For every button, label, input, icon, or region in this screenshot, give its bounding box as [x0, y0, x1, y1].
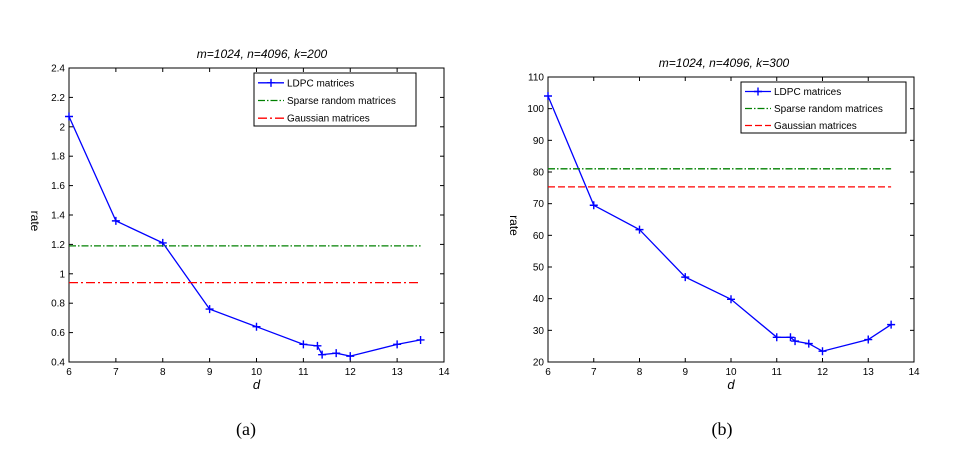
- x-axis-label: d: [727, 377, 735, 392]
- y-tick-label: 1.2: [51, 240, 65, 251]
- data-point: [589, 201, 598, 210]
- legend-entry: Sparse random matrices: [774, 104, 883, 115]
- data-point: [346, 352, 355, 361]
- x-tick-label: 7: [113, 367, 119, 378]
- x-tick-label: 14: [908, 367, 920, 378]
- y-tick-label: 1.8: [51, 152, 65, 163]
- x-tick-label: 7: [591, 367, 597, 378]
- legend: LDPC matrices Sparse random matrices Gauss…: [740, 81, 907, 134]
- x-tick-label: 9: [682, 367, 688, 378]
- y-tick-label: 0.6: [51, 328, 65, 339]
- x-tick-label: 14: [438, 367, 450, 378]
- x-tick-label: 11: [298, 367, 309, 378]
- y-tick-label: 2.4: [51, 64, 65, 75]
- y-tick-label: 70: [533, 199, 545, 210]
- legend-box: [253, 72, 417, 127]
- data-point: [544, 92, 552, 100]
- chart-b: 6 7 8 9 10 11 12 13 14 20 30 40 50 60 70 80 90 100 110 m=10…: [507, 56, 920, 440]
- y-tick-label: 20: [533, 358, 545, 369]
- data-point: [111, 216, 120, 225]
- x-tick-label: 9: [207, 367, 213, 378]
- data-point: [332, 349, 341, 358]
- x-tick-label: 6: [66, 367, 72, 378]
- legend-marker: [267, 78, 275, 87]
- y-tick-label: 0.4: [51, 358, 65, 369]
- y-tick-label: 0.8: [51, 299, 65, 310]
- data-point: [786, 333, 795, 342]
- y-tick-label: 50: [533, 263, 545, 274]
- y-tick-label: 110: [528, 73, 544, 84]
- y-tick-label: 2: [59, 122, 65, 133]
- legend-entry: Gaussian matrices: [774, 121, 857, 132]
- data-point: [65, 112, 73, 121]
- x-tick-label: 12: [345, 367, 357, 378]
- data-point: [252, 322, 261, 331]
- x-tick-label: 10: [725, 367, 737, 378]
- legend-entry: LDPC matrices: [287, 78, 354, 89]
- chart-title: m=1024, n=4096, k=200: [197, 47, 328, 61]
- legend-marker: [754, 87, 762, 96]
- series-line: [547, 95, 892, 352]
- x-tick-label: 10: [251, 367, 263, 378]
- y-tick-label: 60: [533, 231, 545, 242]
- y-tick-label: 2.2: [51, 93, 65, 104]
- y-tick-label: 30: [533, 326, 545, 337]
- legend-box: [740, 81, 907, 134]
- x-tick-label: 12: [817, 367, 829, 378]
- x-tick-label: 6: [545, 367, 551, 378]
- data-point: [887, 320, 896, 329]
- data-point: [727, 295, 735, 304]
- series-line: [68, 116, 421, 357]
- y-tick-label: 1.4: [51, 211, 65, 222]
- series-ldpc-matrices: [544, 92, 896, 356]
- x-tick-label: 11: [772, 367, 783, 378]
- x-tick-label: 13: [392, 367, 404, 378]
- y-tick-label: 1: [59, 269, 65, 280]
- y-tick-label: 1.6: [51, 181, 65, 192]
- data-point: [791, 337, 800, 346]
- data-point: [416, 335, 425, 344]
- legend-entry: LDPC matrices: [774, 87, 841, 98]
- y-tick-label: 40: [533, 294, 545, 305]
- chart-caption: (b): [712, 419, 733, 440]
- chart-title: m=1024, n=4096, k=300: [659, 56, 790, 70]
- data-point: [299, 340, 308, 349]
- legend: LDPC matrices Sparse random matrices Gauss…: [253, 72, 417, 127]
- data-point: [393, 340, 402, 349]
- data-point: [318, 350, 327, 359]
- data-point: [635, 225, 644, 234]
- data-point: [804, 339, 813, 348]
- chart-a: 6 7 8 9 10 11 12 13 14 0.4 0.6 0.8 1 1.2 1.4 1.6 1.8 2 2.2…: [28, 47, 450, 440]
- y-tick-label: 80: [533, 168, 545, 179]
- y-axis-label: rate: [507, 215, 521, 236]
- data-point: [313, 341, 322, 350]
- data-point: [681, 273, 690, 282]
- y-axis-label: rate: [28, 211, 42, 232]
- y-tick-label: 100: [527, 104, 544, 115]
- y-tick-label: 90: [533, 136, 545, 147]
- x-tick-label: 8: [637, 367, 643, 378]
- x-tick-label: 13: [863, 367, 875, 378]
- series-ldpc-matrices: [65, 112, 425, 361]
- data-point: [818, 347, 827, 356]
- chart-caption: (a): [236, 419, 256, 440]
- x-axis-label: d: [253, 377, 261, 392]
- legend-entry: Sparse random matrices: [287, 96, 396, 107]
- data-point: [205, 305, 214, 314]
- data-point: [772, 333, 781, 342]
- legend-entry: Gaussian matrices: [287, 114, 370, 125]
- x-tick-label: 8: [160, 367, 166, 378]
- data-point: [864, 335, 873, 344]
